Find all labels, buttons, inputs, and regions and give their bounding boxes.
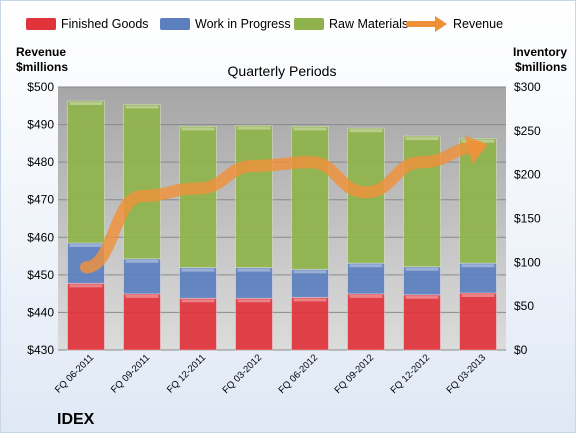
bar-finished-goods <box>347 293 385 351</box>
legend-swatch <box>294 18 324 30</box>
bar-highlight <box>69 102 103 106</box>
left-tick-label: $490 <box>27 118 54 132</box>
left-tick-label: $470 <box>27 193 54 207</box>
bar-raw-materials <box>67 100 105 244</box>
bar-raw-materials <box>179 125 217 269</box>
legend-arrow-swatch <box>435 16 447 32</box>
left-axis-title-line2: $millions <box>16 60 68 74</box>
x-tick-label: FQ 03-2013 <box>444 352 488 396</box>
bar-highlight <box>181 127 215 131</box>
bar-work-in-progress <box>179 267 217 299</box>
right-tick-label: $100 <box>514 255 541 269</box>
revenue-arrowhead <box>464 135 488 165</box>
bar-work-in-progress <box>347 262 385 295</box>
chart-title: Quarterly Periods <box>228 63 337 79</box>
legend-label: Finished Goods <box>61 17 149 31</box>
bar-finished-goods <box>235 297 273 351</box>
right-axis-title-line2: $millions <box>515 60 567 74</box>
bar-finished-goods <box>179 297 217 351</box>
bar-raw-materials <box>291 125 329 270</box>
bar-highlight <box>349 294 383 298</box>
legend-swatch <box>26 18 56 30</box>
right-tick-label: $150 <box>514 212 541 226</box>
left-axis-ticks: $430 $440 $450 $460 $470 $480 $490 $500 <box>27 80 54 357</box>
right-tick-label: $250 <box>514 124 541 138</box>
bar-highlight <box>237 268 271 272</box>
right-tick-label: $200 <box>514 168 541 182</box>
left-axis-title-line1: Revenue <box>16 45 66 59</box>
bar-highlight <box>69 244 103 248</box>
left-tick-label: $500 <box>27 80 54 94</box>
legend-label: Work in Progress <box>195 17 291 31</box>
bar-highlight <box>405 267 439 271</box>
bar-finished-goods <box>291 296 329 351</box>
bar-highlight <box>461 264 495 268</box>
bar-highlight <box>293 270 327 274</box>
bar-highlight <box>69 284 103 288</box>
bar-highlight <box>181 268 215 272</box>
bar-highlight <box>181 299 215 303</box>
left-tick-label: $450 <box>27 268 54 282</box>
bar-highlight <box>125 294 159 298</box>
right-axis-title-line1: Inventory <box>513 45 567 59</box>
revenue-line-path <box>80 141 484 274</box>
x-tick-label: FQ 09-2012 <box>332 352 376 396</box>
bar-highlight <box>461 294 495 298</box>
bar-finished-goods <box>123 293 161 351</box>
legend-swatch <box>160 18 190 30</box>
right-tick-label: $50 <box>514 299 534 313</box>
bar-work-in-progress <box>459 262 497 294</box>
x-tick-label: FQ 06-2011 <box>53 352 96 395</box>
bar-work-in-progress <box>123 258 161 295</box>
bar-highlight <box>293 298 327 302</box>
bar-work-in-progress <box>291 268 329 298</box>
revenue-line <box>80 135 488 274</box>
bar-finished-goods <box>67 282 105 351</box>
bar-series <box>67 100 497 351</box>
bar-highlight <box>405 295 439 299</box>
bar-finished-goods <box>459 292 497 351</box>
left-tick-label: $440 <box>27 305 54 319</box>
bar-highlight <box>405 137 439 141</box>
legend-label: Revenue <box>453 17 503 31</box>
x-tick-label: FQ 12-2012 <box>388 352 432 396</box>
bar-highlight <box>125 105 159 109</box>
right-axis-ticks: $0 $50 $100 $150 $200 $250 $300 <box>514 80 541 357</box>
x-tick-label: FQ 06-2012 <box>276 352 320 396</box>
left-tick-label: $460 <box>27 230 54 244</box>
legend: Finished Goods Work in Progress Raw Materi… <box>26 16 503 32</box>
left-tick-label: $430 <box>27 343 54 357</box>
left-tick-label: $480 <box>27 155 54 169</box>
right-tick-label: $300 <box>514 80 541 94</box>
bar-highlight <box>293 127 327 131</box>
bar-raw-materials <box>459 138 497 264</box>
company-label: IDEX <box>57 411 95 428</box>
right-tick-label: $0 <box>514 343 528 357</box>
bar-work-in-progress <box>403 266 441 296</box>
bar-highlight <box>237 299 271 303</box>
bar-finished-goods <box>403 294 441 351</box>
bar-raw-materials <box>123 104 161 260</box>
x-tick-label: FQ 12-2011 <box>165 352 208 395</box>
x-tick-label: FQ 03-2012 <box>220 352 264 396</box>
x-axis-ticks: FQ 06-2011 FQ 09-2011 FQ 12-2011 FQ 03-2012… <box>53 352 488 396</box>
bar-work-in-progress <box>235 267 273 299</box>
bar-highlight <box>349 264 383 268</box>
x-tick-label: FQ 09-2011 <box>109 352 152 395</box>
bar-highlight <box>125 259 159 263</box>
legend-label: Raw Materials <box>329 17 408 31</box>
bar-highlight <box>349 129 383 133</box>
bar-highlight <box>237 126 271 130</box>
bar-raw-materials <box>235 125 273 269</box>
